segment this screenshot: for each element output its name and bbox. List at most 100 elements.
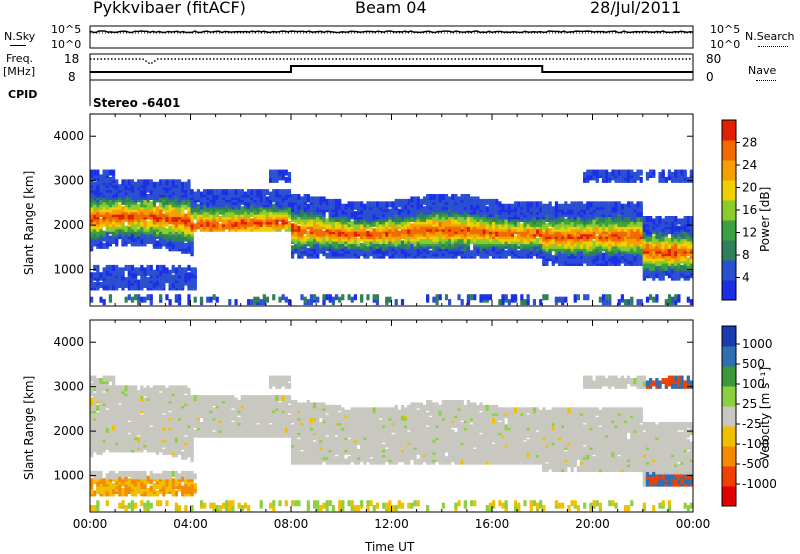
power-cell bbox=[513, 201, 518, 208]
power-cell bbox=[225, 203, 229, 210]
power-cell bbox=[93, 272, 97, 279]
power-cell bbox=[689, 299, 694, 306]
power-cell bbox=[545, 228, 549, 235]
velocity-cell bbox=[111, 375, 116, 382]
power-cell bbox=[667, 216, 672, 222]
power-cell bbox=[93, 194, 97, 200]
power-cell bbox=[146, 201, 150, 208]
power-cell bbox=[168, 179, 172, 186]
power-cell bbox=[171, 274, 175, 281]
velocity-cell bbox=[96, 378, 100, 384]
velocity-cell bbox=[93, 375, 97, 382]
freq-panel bbox=[89, 53, 694, 81]
power-cell bbox=[658, 252, 662, 259]
power-cell bbox=[149, 218, 153, 225]
power-cell bbox=[275, 169, 279, 176]
velocity-cell bbox=[96, 441, 100, 448]
power-cell bbox=[457, 196, 461, 203]
power-cell bbox=[683, 223, 687, 230]
power-cell bbox=[485, 233, 489, 240]
power-cell bbox=[350, 220, 354, 227]
velocity-cell bbox=[111, 483, 116, 490]
power-cell bbox=[677, 272, 681, 279]
velocity-cell bbox=[115, 400, 119, 406]
power-cell bbox=[284, 176, 288, 183]
power-cell bbox=[99, 235, 103, 242]
power-cell bbox=[410, 230, 414, 237]
power-cell bbox=[451, 225, 455, 232]
power-cell bbox=[155, 206, 160, 213]
power-cell bbox=[265, 225, 270, 232]
velocity-cell bbox=[127, 478, 131, 485]
power-cell bbox=[90, 279, 94, 286]
power-cell bbox=[429, 194, 433, 200]
power-cell bbox=[429, 218, 433, 225]
velocity-cell bbox=[118, 490, 122, 497]
power-cell bbox=[683, 230, 687, 237]
power-cell bbox=[652, 169, 656, 176]
power-cell bbox=[165, 179, 169, 186]
power-cell bbox=[683, 169, 687, 176]
power-cell bbox=[485, 228, 489, 235]
power-cell bbox=[674, 169, 678, 176]
power-cell bbox=[322, 230, 326, 237]
power-cell bbox=[482, 238, 486, 244]
power-cell bbox=[93, 169, 97, 176]
power-cell bbox=[206, 296, 210, 303]
freq-line bbox=[90, 65, 693, 73]
power-cell bbox=[272, 203, 276, 210]
power-cell bbox=[407, 235, 411, 242]
power-cell bbox=[639, 220, 643, 227]
power-cell bbox=[347, 294, 351, 301]
velocity-cell bbox=[99, 483, 103, 490]
power-cell bbox=[385, 238, 389, 244]
power-cell bbox=[664, 228, 668, 235]
power-cell bbox=[331, 296, 336, 303]
power-cell bbox=[517, 250, 521, 257]
power-cell bbox=[331, 250, 336, 257]
power-cell bbox=[325, 252, 329, 259]
power-cell bbox=[416, 250, 420, 257]
power-cell bbox=[118, 272, 122, 279]
power-cell bbox=[193, 296, 197, 303]
power-cell bbox=[372, 206, 376, 213]
power-cell bbox=[171, 264, 175, 271]
power-cell bbox=[259, 194, 263, 200]
power-cell bbox=[111, 169, 116, 176]
power-cell bbox=[664, 235, 668, 242]
power-cell bbox=[391, 213, 395, 220]
power-cell bbox=[272, 174, 276, 181]
power-cell bbox=[545, 213, 549, 220]
power-cell bbox=[140, 211, 144, 218]
power-cell bbox=[498, 223, 502, 230]
velocity-cell bbox=[140, 500, 144, 507]
power-cell bbox=[623, 208, 628, 215]
power-cell bbox=[667, 247, 672, 254]
power-cell bbox=[649, 269, 653, 276]
power-cell bbox=[316, 196, 320, 203]
velocity-cell bbox=[105, 375, 109, 382]
power-ytick-label: 4000 bbox=[53, 129, 84, 143]
power-cell bbox=[542, 294, 546, 301]
power-cell bbox=[479, 198, 483, 205]
power-cell bbox=[451, 194, 455, 200]
power-cell bbox=[281, 169, 285, 176]
power-cell bbox=[595, 225, 599, 232]
velocity-cell bbox=[105, 434, 109, 441]
power-cell bbox=[181, 223, 185, 230]
power-cell bbox=[454, 194, 458, 200]
power-cell bbox=[674, 294, 678, 301]
velocity-cell bbox=[143, 387, 147, 394]
power-cell bbox=[206, 206, 210, 213]
power-cell bbox=[174, 179, 178, 186]
velocity-cell bbox=[149, 470, 153, 477]
power-cell bbox=[664, 176, 668, 183]
power-cell bbox=[435, 194, 439, 200]
power-cell bbox=[473, 250, 477, 257]
power-cell bbox=[253, 208, 257, 215]
power-cell bbox=[444, 220, 449, 227]
power-cell bbox=[215, 211, 219, 218]
power-cell bbox=[473, 196, 477, 203]
power-cell bbox=[589, 225, 593, 232]
power-cell bbox=[579, 201, 584, 208]
